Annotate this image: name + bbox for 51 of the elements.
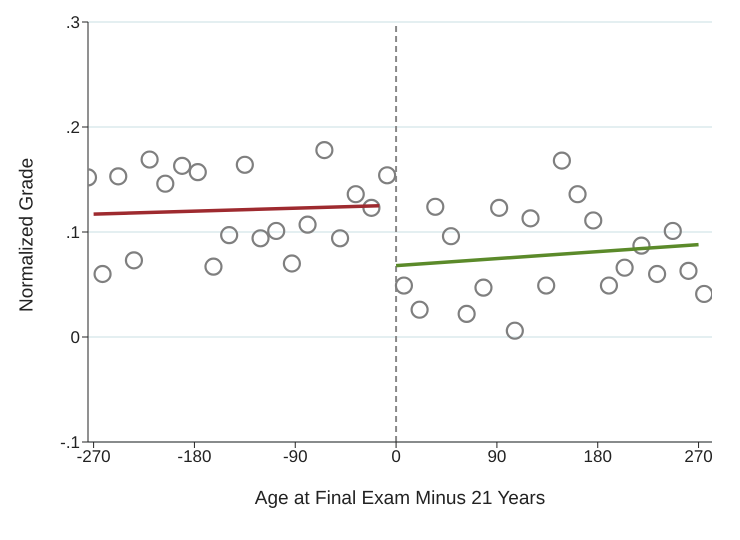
x-tick-label: 270 [684, 447, 713, 466]
x-tick-label: -90 [282, 447, 308, 466]
point [616, 258, 634, 277]
point [664, 222, 682, 240]
x-tick-label: 0 [391, 447, 401, 466]
point [584, 211, 602, 230]
y-tick-label: .3 [66, 13, 80, 32]
point [394, 276, 414, 295]
point [568, 185, 587, 204]
x-axis-title: Age at Final Exam Minus 21 Years [254, 488, 546, 509]
point [124, 251, 144, 270]
y-tick-label: .2 [66, 118, 80, 138]
point [632, 236, 651, 255]
point [362, 198, 381, 217]
point [282, 254, 301, 273]
point [679, 262, 698, 280]
x-tick-label: 180 [584, 447, 612, 466]
point [156, 174, 174, 193]
point [521, 209, 540, 228]
y-tick-label: .1 [66, 223, 80, 242]
point [173, 156, 192, 175]
point [330, 229, 350, 248]
point [298, 216, 317, 234]
point [188, 163, 207, 182]
x-tick-label: 90 [487, 447, 506, 466]
point [267, 222, 286, 240]
point [426, 198, 444, 216]
point [220, 226, 238, 244]
point [458, 304, 476, 323]
point [109, 167, 128, 186]
point [140, 150, 159, 169]
point [552, 152, 571, 170]
point [93, 264, 112, 284]
point [378, 166, 396, 184]
point [442, 227, 460, 246]
point [204, 258, 223, 276]
point [251, 229, 270, 248]
point [410, 300, 429, 319]
point [695, 284, 712, 304]
point [600, 276, 618, 295]
point [490, 198, 508, 217]
point [537, 276, 556, 295]
point [648, 264, 666, 284]
x-tick-label: -180 [177, 447, 212, 466]
point [236, 156, 254, 174]
point [315, 141, 334, 160]
point [346, 185, 365, 204]
y-axis-title: Normalized Grade [16, 158, 38, 312]
point [474, 278, 493, 297]
y-tick-label: 0 [70, 328, 80, 348]
point [506, 322, 524, 340]
